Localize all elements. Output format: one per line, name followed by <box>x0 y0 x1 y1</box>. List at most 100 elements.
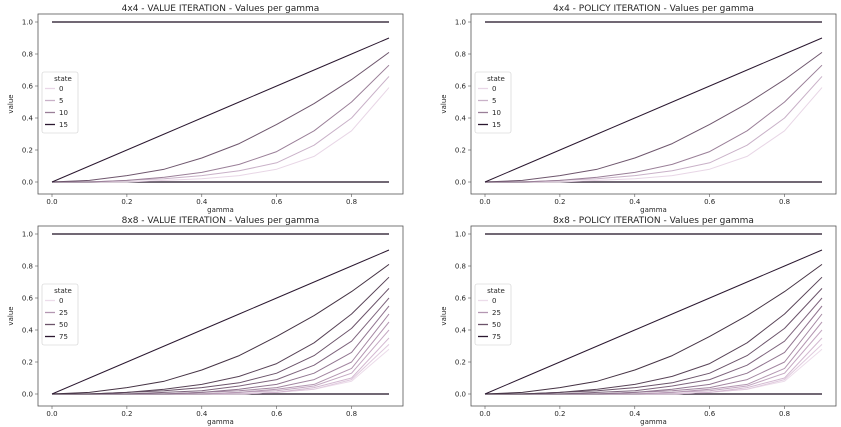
legend-entry: 10 <box>59 109 68 117</box>
series-line-10 <box>485 276 823 395</box>
series-line-5 <box>51 37 390 183</box>
chart-title: 4x4 - POLICY ITERATION - Values per gamm… <box>553 4 754 14</box>
y-tick-label: 0.0 <box>455 391 466 399</box>
series-line-4 <box>484 51 823 183</box>
y-tick-label: 0.8 <box>455 263 466 271</box>
legend: state 0 25 50 75 <box>41 283 79 346</box>
series-line-1 <box>485 87 823 183</box>
y-axis-label: value <box>440 94 448 113</box>
series-line-3 <box>485 64 823 183</box>
legend-entry: 0 <box>492 85 496 93</box>
chart-title: 8x8 - POLICY ITERATION - Values per gamm… <box>553 216 754 226</box>
legend-entry: 25 <box>492 309 501 317</box>
y-tick-label: 0.2 <box>455 147 466 155</box>
series-line-6 <box>52 313 390 395</box>
x-tick-label: 0.2 <box>554 198 565 206</box>
y-tick-label: 0.8 <box>22 263 33 271</box>
x-tick-label: 0.8 <box>346 410 357 418</box>
x-tick-label: 0.0 <box>46 198 57 206</box>
y-tick-label: 0.6 <box>22 83 34 91</box>
legend-entry: 5 <box>59 97 63 105</box>
legend-title: state <box>54 287 72 295</box>
y-tick-label: 1.0 <box>22 19 33 27</box>
series-line-12 <box>51 249 390 395</box>
x-tick-label: 0.0 <box>46 410 57 418</box>
legend-title: state <box>487 287 505 295</box>
legend-box <box>474 71 512 134</box>
y-tick-label: 1.0 <box>455 19 466 27</box>
y-tick-label: 0.6 <box>22 295 34 303</box>
x-tick-label: 0.2 <box>121 410 132 418</box>
y-tick-label: 0.8 <box>455 51 466 59</box>
y-tick-label: 0.4 <box>22 115 34 123</box>
series-line-8 <box>52 297 390 395</box>
y-tick-label: 0.0 <box>22 391 33 399</box>
y-tick-label: 0.4 <box>22 327 34 335</box>
legend-entry: 0 <box>59 85 63 93</box>
series-line-4 <box>51 51 390 183</box>
x-tick-label: 0.4 <box>629 198 641 206</box>
y-tick-label: 0.4 <box>455 327 467 335</box>
series-lines <box>51 233 390 395</box>
series-line-2 <box>485 344 823 395</box>
x-axis-label: gamma <box>640 418 667 426</box>
series-line-10 <box>52 276 390 395</box>
x-tick-label: 0.6 <box>704 198 716 206</box>
legend-entry: 50 <box>492 321 501 329</box>
series-line-11 <box>484 263 823 395</box>
chart-panel-2: 4x4 - POLICY ITERATION - Values per gamm… <box>440 4 837 214</box>
series-line-2 <box>485 76 823 183</box>
x-tick-label: 0.4 <box>629 410 641 418</box>
x-tick-label: 0.6 <box>271 410 283 418</box>
x-tick-label: 0.8 <box>346 198 357 206</box>
x-tick-label: 0.2 <box>121 198 132 206</box>
plot-frame <box>470 225 837 407</box>
y-tick-label: 0.2 <box>22 359 33 367</box>
chart-panel-3: 8x8 - VALUE ITERATION - Values per gamma… <box>7 216 404 426</box>
legend: state 0 5 10 15 <box>41 71 79 134</box>
y-axis-label: value <box>440 306 448 325</box>
legend-box <box>41 71 79 134</box>
series-line-8 <box>485 297 823 395</box>
series-line-3 <box>52 64 390 183</box>
x-axis-label: gamma <box>207 206 234 214</box>
x-tick-label: 0.4 <box>196 198 208 206</box>
chart-panel-1: 4x4 - VALUE ITERATION - Values per gamma… <box>7 4 404 214</box>
y-tick-label: 0.6 <box>455 83 467 91</box>
series-line-1 <box>52 87 390 183</box>
x-tick-label: 0.8 <box>779 198 790 206</box>
series-lines <box>484 21 823 183</box>
legend-entry: 75 <box>492 333 501 341</box>
y-tick-label: 0.4 <box>455 115 467 123</box>
y-tick-label: 0.0 <box>455 179 466 187</box>
legend-entry: 15 <box>59 121 68 129</box>
legend-entry: 15 <box>492 121 501 129</box>
y-tick-label: 0.6 <box>455 295 467 303</box>
x-tick-label: 0.0 <box>479 410 490 418</box>
legend-entry: 25 <box>59 309 68 317</box>
x-tick-label: 0.4 <box>196 410 208 418</box>
y-tick-label: 0.2 <box>22 147 33 155</box>
chart-title: 8x8 - VALUE ITERATION - Values per gamma <box>122 216 320 226</box>
series-line-6 <box>485 313 823 395</box>
y-tick-label: 1.0 <box>22 231 33 239</box>
legend-box <box>41 283 79 346</box>
series-line-1 <box>485 348 823 395</box>
y-axis-label: value <box>7 94 15 113</box>
series-line-5 <box>484 37 823 183</box>
y-tick-label: 0.0 <box>22 179 33 187</box>
chart-title: 4x4 - VALUE ITERATION - Values per gamma <box>122 4 320 14</box>
series-lines <box>484 233 823 395</box>
chart-panel-4: 8x8 - POLICY ITERATION - Values per gamm… <box>440 216 837 426</box>
legend-title: state <box>487 75 505 83</box>
legend-entry: 50 <box>59 321 68 329</box>
plot-frame <box>37 13 404 195</box>
y-tick-label: 1.0 <box>455 231 466 239</box>
x-axis-label: gamma <box>640 206 667 214</box>
series-line-2 <box>52 344 390 395</box>
y-tick-label: 0.8 <box>22 51 33 59</box>
plot-frame <box>37 225 404 407</box>
legend-title: state <box>54 75 72 83</box>
series-line-1 <box>52 348 390 395</box>
